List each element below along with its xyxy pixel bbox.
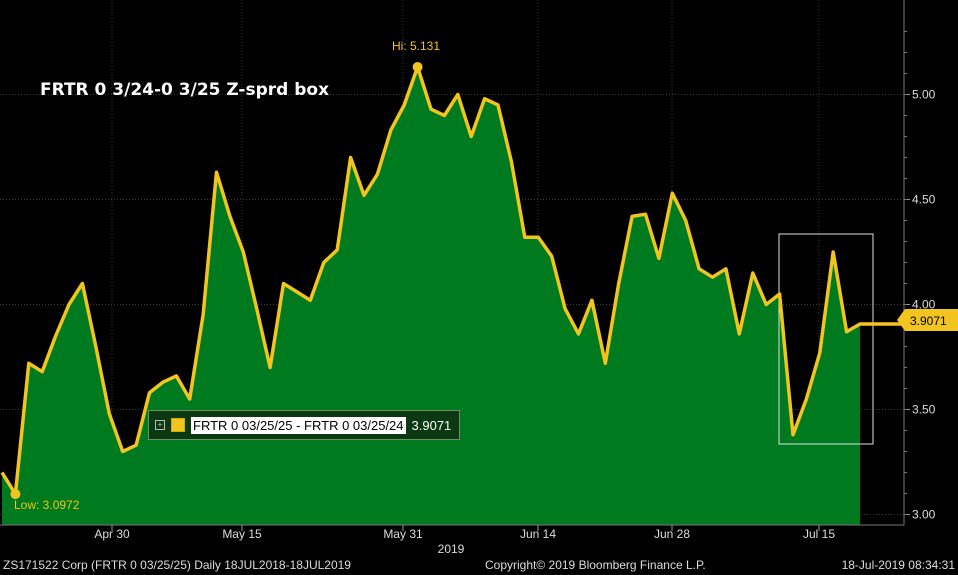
footer-copyright: Copyright© 2019 Bloomberg Finance L.P. bbox=[485, 558, 706, 572]
legend-series-name: FRTR 0 03/25/25 - FRTR 0 03/25/24 bbox=[191, 416, 406, 434]
last-value-tag: 3.9071 bbox=[897, 309, 958, 331]
x-tick-label: May 31 bbox=[383, 527, 423, 541]
high-label: Hi: 5.131 bbox=[392, 39, 440, 53]
y-tick-label: 4.50 bbox=[912, 193, 936, 207]
legend[interactable]: + FRTR 0 03/25/25 - FRTR 0 03/25/24 3.90… bbox=[148, 410, 461, 440]
x-tick-label: Apr 30 bbox=[94, 527, 130, 541]
legend-swatch bbox=[171, 418, 185, 432]
x-tick-label: Jun 14 bbox=[520, 527, 556, 541]
last-value-text: 3.9071 bbox=[910, 314, 947, 328]
legend-series-value: 3.9071 bbox=[411, 417, 452, 433]
low-marker bbox=[10, 489, 21, 500]
low-label: Low: 3.0972 bbox=[14, 498, 80, 512]
y-tick-label: 3.50 bbox=[912, 403, 936, 417]
x-tick-label: May 15 bbox=[222, 527, 262, 541]
x-tick-label: Jun 28 bbox=[654, 527, 690, 541]
chart-title: FRTR 0 3/24-0 3/25 Z-sprd box bbox=[40, 80, 330, 100]
x-axis-year: 2019 bbox=[438, 542, 465, 556]
footer-security-info: ZS171522 Corp (FRTR 0 03/25/25) Daily 18… bbox=[3, 558, 351, 572]
y-tick-label: 5.00 bbox=[912, 88, 936, 102]
series-line bbox=[0, 65, 904, 496]
y-axis-ticks: 3.00 3.50 4.00 4.50 5.00 bbox=[904, 31, 936, 522]
y-tick-label: 3.00 bbox=[912, 508, 936, 522]
x-tick-label: Jul 15 bbox=[803, 527, 835, 541]
high-marker bbox=[412, 61, 423, 72]
x-axis-ticks: Apr 30 May 15 May 31 Jun 14 Jun 28 Jul 15 bbox=[94, 525, 835, 541]
extreme-markers bbox=[10, 61, 423, 500]
footer-timestamp: 18-Jul-2019 08:34:31 bbox=[841, 558, 955, 572]
legend-expand-icon[interactable]: + bbox=[155, 420, 165, 430]
highlight-box bbox=[778, 233, 874, 445]
y-tick-label: 4.00 bbox=[912, 298, 936, 312]
